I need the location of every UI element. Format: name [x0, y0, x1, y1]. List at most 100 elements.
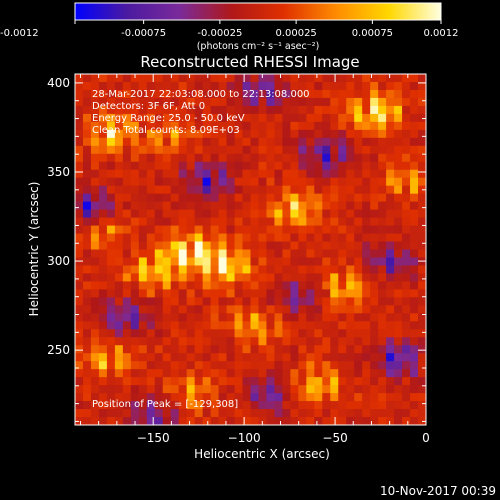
heatmap-cell: [106, 74, 116, 83]
heatmap-cell: [106, 401, 116, 410]
heatmap-cell: [178, 185, 188, 195]
heatmap-cell: [106, 105, 116, 115]
heatmap-cell: [98, 281, 108, 290]
heatmap-cell: [290, 217, 299, 226]
heatmap-cell: [410, 129, 419, 139]
heatmap-cell: [402, 257, 411, 266]
heatmap-cell: [106, 289, 116, 298]
heatmap-cell: [146, 129, 156, 139]
heatmap-cell: [194, 409, 204, 418]
heatmap-cell: [266, 153, 275, 163]
heatmap-cell: [410, 185, 419, 195]
heatmap-cell: [338, 177, 347, 187]
heatmap-cell: [98, 273, 108, 282]
heatmap-cell: [162, 105, 172, 115]
heatmap-cell: [114, 305, 124, 314]
heatmap-cell: [242, 177, 251, 187]
heatmap-cell: [298, 353, 307, 362]
heatmap-cell: [98, 409, 108, 418]
heatmap-cell: [210, 369, 219, 378]
heatmap-cell: [242, 81, 251, 91]
heatmap-cell: [154, 321, 164, 330]
heatmap-cell: [178, 241, 188, 250]
heatmap-cell: [210, 401, 219, 410]
heatmap-cell: [322, 369, 331, 378]
heatmap-cell: [306, 113, 315, 123]
heatmap-cell: [402, 161, 411, 171]
heatmap-cell: [418, 177, 427, 187]
heatmap-cell: [410, 409, 419, 418]
heatmap-cell: [282, 361, 291, 370]
heatmap-cell: [282, 281, 291, 290]
heatmap-cell: [370, 377, 379, 386]
heatmap-cell: [322, 177, 331, 187]
heatmap-cell: [402, 409, 411, 418]
heatmap-cell: [146, 209, 156, 218]
heatmap-cell: [106, 185, 116, 195]
heatmap-cell: [282, 289, 291, 298]
heatmap-cell: [290, 177, 299, 187]
heatmap-cell: [218, 81, 227, 91]
heatmap-cell: [346, 393, 355, 402]
heatmap-cell: [154, 105, 164, 115]
annotation-line: Energy Range: 25.0 - 50.0 keV: [92, 113, 245, 124]
heatmap-cell: [322, 313, 331, 322]
heatmap-cell: [290, 337, 299, 346]
heatmap-cell: [298, 385, 307, 394]
heatmap-cell: [410, 145, 419, 155]
heatmap-cell: [402, 313, 411, 322]
heatmap-cell: [186, 177, 196, 187]
heatmap-cell: [298, 201, 307, 211]
heatmap-cell: [186, 329, 196, 338]
heatmap-cell: [98, 97, 108, 107]
heatmap-cell: [354, 257, 363, 266]
heatmap-cell: [122, 209, 132, 218]
heatmap-cell: [290, 401, 299, 410]
heatmap-cell: [178, 201, 188, 211]
heatmap-cell: [106, 249, 116, 258]
heatmap-cell: [178, 385, 188, 394]
heatmap-cell: [106, 137, 116, 147]
heatmap-cell: [114, 193, 124, 203]
heatmap-cell: [138, 129, 148, 139]
heatmap-cell: [394, 257, 403, 266]
heatmap-cell: [298, 89, 307, 99]
heatmap-cell: [82, 89, 92, 99]
heatmap-cell: [122, 273, 132, 282]
heatmap-cell: [378, 153, 387, 163]
heatmap-cell: [346, 385, 355, 394]
heatmap-cell: [394, 81, 403, 91]
heatmap-cell: [330, 273, 339, 282]
heatmap-cell: [130, 145, 140, 155]
heatmap-cell: [234, 193, 243, 203]
heatmap-cell: [90, 129, 100, 139]
heatmap-cell: [98, 105, 108, 115]
heatmap-cell: [130, 377, 140, 386]
heatmap-cell: [226, 289, 235, 298]
heatmap-cell: [98, 145, 108, 155]
heatmap-cell: [90, 385, 100, 394]
heatmap-cell: [266, 313, 275, 322]
heatmap-cell: [354, 209, 363, 218]
heatmap-cell: [322, 353, 331, 362]
heatmap-cell: [98, 297, 108, 306]
heatmap-cell: [410, 353, 419, 362]
heatmap-cell: [346, 337, 355, 346]
heatmap-cell: [402, 417, 411, 426]
heatmap-cell: [418, 89, 427, 99]
heatmap-cell: [306, 369, 315, 378]
heatmap-cell: [298, 369, 307, 378]
heatmap-cell: [418, 273, 427, 282]
heatmap-cell: [186, 105, 196, 115]
heatmap-cell: [394, 417, 403, 426]
heatmap-cell: [306, 265, 315, 274]
heatmap-cell: [170, 169, 180, 179]
heatmap-cell: [418, 145, 427, 155]
heatmap-cell: [178, 121, 188, 131]
heatmap-cell: [306, 337, 315, 346]
heatmap-cell: [242, 105, 251, 115]
heatmap-cell: [154, 209, 164, 218]
heatmap-cell: [130, 209, 140, 218]
heatmap-cell: [130, 361, 140, 370]
heatmap-cell: [178, 345, 188, 354]
